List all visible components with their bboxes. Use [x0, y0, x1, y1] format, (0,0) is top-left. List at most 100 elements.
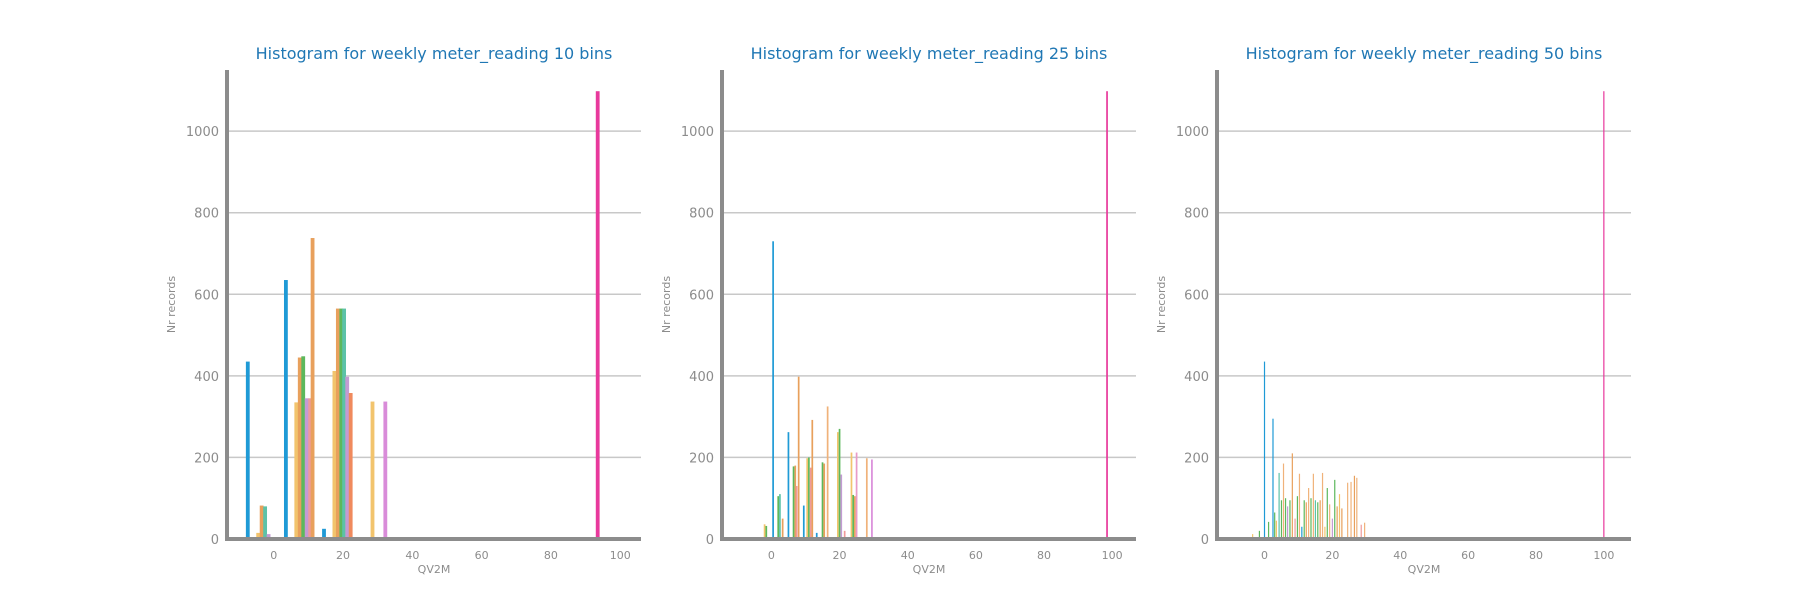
- histogram-bar: [823, 463, 826, 539]
- histogram-bar: [797, 376, 800, 539]
- x-axis-label: QV2M: [1408, 563, 1441, 576]
- histogram-bar: [342, 308, 347, 539]
- x-tick-label: 100: [1102, 549, 1123, 562]
- histogram-bar: [595, 91, 600, 539]
- histogram-bar: [1314, 500, 1317, 539]
- y-tick-label: 600: [689, 288, 714, 303]
- histogram-bar: [1319, 500, 1321, 539]
- histogram-bar: [1334, 479, 1336, 539]
- histogram-bar: [1347, 482, 1349, 539]
- x-tick-label: 100: [610, 549, 631, 562]
- histogram-bar: [1360, 524, 1362, 539]
- histogram-bar: [1275, 520, 1277, 539]
- histogram-bar: [266, 534, 271, 539]
- histogram-bar: [1356, 477, 1358, 539]
- y-axis-label: Nr records: [660, 276, 673, 333]
- x-tick-label: 60: [969, 549, 983, 562]
- histogram-bar: [332, 370, 337, 539]
- histogram-bar: [777, 496, 780, 539]
- histogram-bar: [283, 280, 288, 539]
- x-tick-label: 60: [1461, 549, 1475, 562]
- y-tick-label: 0: [211, 533, 219, 548]
- histogram-bar: [1284, 498, 1287, 539]
- y-tick-label: 1000: [186, 125, 219, 140]
- histogram-bar: [1603, 91, 1605, 539]
- histogram-bar: [1298, 473, 1301, 539]
- histogram-bar: [1272, 418, 1274, 539]
- histogram-bar: [1301, 526, 1303, 539]
- histogram-bar: [263, 506, 268, 539]
- histogram-bar: [1364, 522, 1366, 539]
- y-tick-label: 800: [689, 207, 714, 222]
- y-tick-label: 200: [194, 451, 219, 466]
- histogram-bar: [779, 494, 781, 539]
- histogram-bar: [1350, 481, 1352, 539]
- histogram-bar: [1296, 496, 1299, 539]
- y-tick-label: 1000: [681, 125, 714, 140]
- chart-panel-1: 0 200 400 600 800 1000 0 20 40 60 80 100 QV2M Nr reco…: [165, 44, 641, 576]
- histogram-bar: [1305, 502, 1307, 539]
- histogram-bar: [259, 505, 264, 539]
- y-tick-label: 200: [689, 451, 714, 466]
- histogram-bar: [1267, 521, 1270, 539]
- y-tick-label: 800: [194, 207, 219, 222]
- y-tick-label: 1000: [1176, 125, 1209, 140]
- histogram-bar: [304, 398, 309, 539]
- x-tick-label: 20: [1325, 549, 1339, 562]
- histogram-bar: [1294, 518, 1296, 539]
- y-axis-label: Nr records: [1155, 276, 1168, 333]
- histogram-bar: [843, 530, 846, 539]
- histogram-bar: [1106, 91, 1108, 539]
- histogram-bar: [297, 357, 302, 539]
- histogram-bar: [1252, 534, 1254, 539]
- histogram-bar: [840, 474, 843, 539]
- y-tick-label: 400: [689, 370, 714, 385]
- histogram-bar: [1317, 502, 1319, 539]
- histogram-bar: [1326, 488, 1328, 539]
- chart-title: Histogram for weekly meter_reading 25 bi…: [751, 44, 1108, 64]
- histogram-bar: [1338, 494, 1341, 539]
- histogram-bar: [1331, 518, 1333, 539]
- y-tick-label: 600: [194, 288, 219, 303]
- histogram-bar: [855, 452, 858, 539]
- x-tick-label: 80: [544, 549, 558, 562]
- chart-title: Histogram for weekly meter_reading 50 bi…: [1246, 44, 1603, 64]
- y-tick-label: 400: [194, 370, 219, 385]
- histogram-bar: [815, 532, 818, 539]
- histogram-bar: [301, 356, 306, 539]
- y-tick-label: 400: [1184, 370, 1209, 385]
- histogram-bar: [871, 459, 873, 539]
- chart-panel-2: 0 200 400 600 800 1000 0 20 40 60 80 100 QV2M Nr reco…: [660, 44, 1136, 576]
- histogram-bar: [1280, 500, 1283, 539]
- histogram-bar: [339, 308, 344, 539]
- histogram-bar: [1310, 498, 1312, 539]
- histogram-bar: [370, 401, 375, 539]
- histogram-bar: [763, 524, 766, 539]
- x-axis-label: QV2M: [418, 563, 451, 576]
- chart-title: Histogram for weekly meter_reading 10 bi…: [256, 44, 613, 64]
- histogram-bar: [294, 402, 299, 539]
- histogram-bar: [852, 494, 855, 539]
- x-axis-label: QV2M: [913, 563, 946, 576]
- x-tick-label: 40: [901, 549, 915, 562]
- histogram-bar: [826, 406, 829, 539]
- x-tick-label: 0: [1261, 549, 1268, 562]
- y-tick-label: 0: [706, 533, 714, 548]
- histogram-bar: [348, 392, 353, 539]
- histogram-bar: [837, 432, 839, 539]
- histogram-bar: [781, 518, 784, 539]
- histogram-bar: [1324, 526, 1326, 539]
- histogram-bar: [1341, 508, 1343, 539]
- histogram-bar: [1353, 475, 1356, 539]
- histogram-bar: [795, 485, 798, 539]
- histogram-bar: [850, 452, 853, 539]
- histogram-bar: [256, 532, 261, 539]
- y-tick-label: 600: [1184, 288, 1209, 303]
- histogram-bar: [1312, 473, 1314, 539]
- histogram-bar: [808, 457, 810, 539]
- histogram-bar: [345, 376, 350, 539]
- histogram-bar: [1258, 530, 1261, 539]
- x-tick-label: 60: [475, 549, 489, 562]
